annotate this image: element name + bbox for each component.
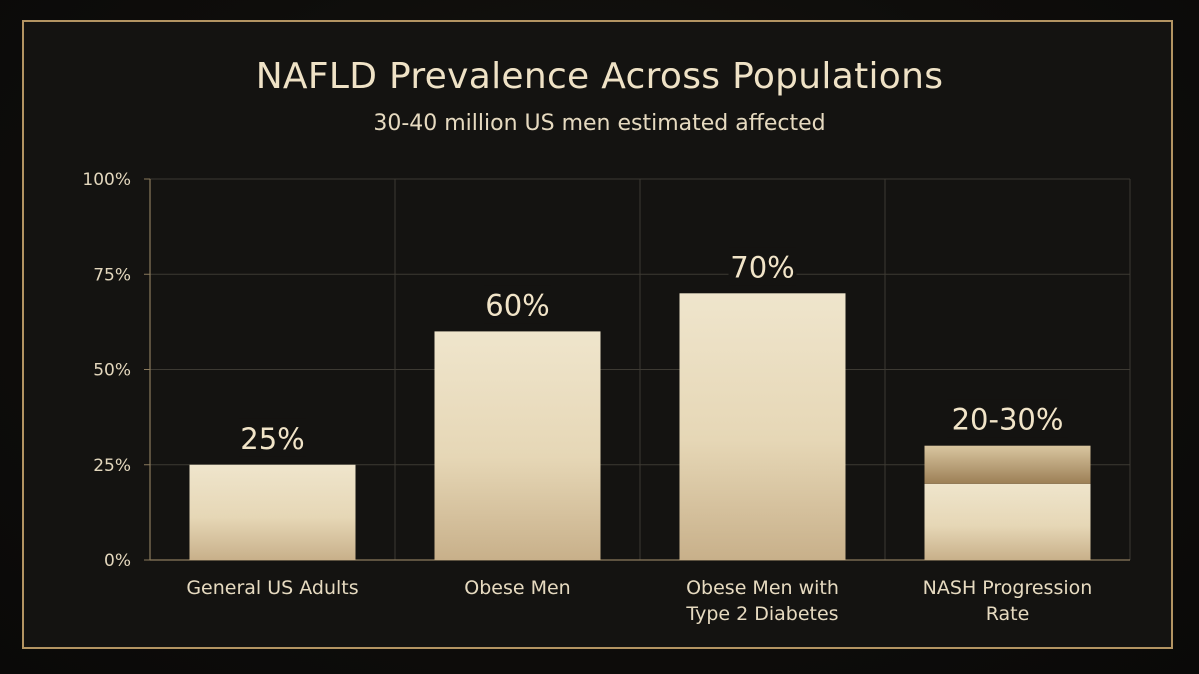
bar [189, 464, 356, 560]
value-label-backdrop [483, 285, 552, 324]
bar-value-label: 70% [730, 250, 794, 284]
bar-range-segment [924, 445, 1091, 484]
x-category-label: Obese Men [464, 577, 570, 599]
x-category-label: Obese Men with [686, 577, 839, 599]
y-tick-label: 100% [82, 170, 131, 190]
bar [434, 331, 601, 560]
value-label-backdrop [238, 418, 307, 457]
bar-value-label: 20-30% [952, 403, 1064, 437]
y-tick-label: 50% [93, 361, 131, 381]
x-category-label: NASH Progression [923, 577, 1093, 599]
y-tick-label: 25% [93, 456, 131, 476]
bar [679, 293, 846, 560]
bar [924, 483, 1091, 560]
bar-value-label: 60% [485, 288, 549, 322]
x-category-label: General US Adults [186, 577, 358, 599]
y-tick-label: 0% [104, 551, 131, 571]
chart-subtitle: 30-40 million US men estimated affected [373, 111, 826, 136]
x-category-label: Rate [986, 603, 1030, 625]
value-label-backdrop [728, 247, 797, 286]
chart-title: NAFLD Prevalence Across Populations [255, 56, 944, 97]
bar-value-label: 25% [240, 422, 304, 456]
y-tick-label: 75% [93, 265, 131, 285]
x-category-label: Type 2 Diabetes [685, 603, 838, 625]
value-label-backdrop [946, 399, 1069, 438]
